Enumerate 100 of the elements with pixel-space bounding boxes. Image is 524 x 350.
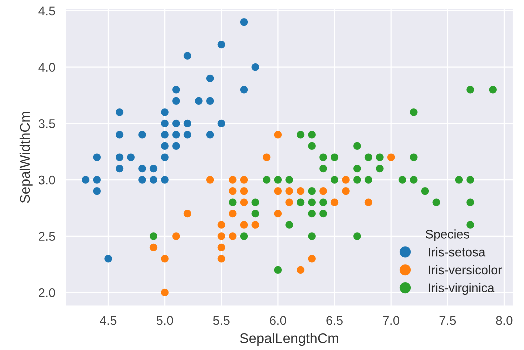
point (320, 154, 328, 162)
point (161, 288, 169, 297)
point (297, 188, 305, 196)
point (308, 255, 316, 263)
point (229, 232, 237, 240)
point (466, 86, 474, 94)
point (364, 154, 373, 162)
y-axis-title: SepalWidthCm (20, 112, 33, 204)
x-tick-label: 4.5 (100, 316, 117, 326)
point (274, 266, 282, 274)
point (229, 188, 237, 196)
point (286, 221, 294, 229)
point (410, 154, 418, 162)
point (138, 164, 146, 173)
legend-label: Iris-virginica (429, 283, 495, 295)
point (354, 164, 362, 173)
point (320, 210, 328, 218)
point (274, 131, 282, 139)
point (330, 154, 339, 162)
point (240, 176, 248, 184)
point (286, 188, 294, 196)
point (240, 18, 248, 26)
point (489, 86, 497, 94)
point (150, 232, 158, 240)
point (161, 131, 169, 139)
y-tick-label: 4.5 (38, 6, 56, 16)
x-tick-label: 5.0 (156, 316, 174, 326)
point (172, 97, 180, 105)
point (364, 176, 373, 184)
point (161, 142, 169, 150)
point (410, 176, 418, 184)
point (376, 164, 384, 173)
point (82, 176, 90, 184)
point (240, 232, 248, 240)
point (172, 232, 180, 240)
point (308, 198, 316, 206)
point (466, 176, 474, 184)
point (184, 120, 192, 128)
point (263, 154, 271, 162)
point (252, 198, 260, 206)
point (320, 198, 328, 206)
point (320, 188, 328, 196)
point (297, 266, 305, 274)
y-tick-label: 4.0 (38, 63, 56, 72)
x-tick-label: 8.0 (496, 316, 513, 326)
point (116, 108, 124, 116)
point (410, 108, 418, 116)
point (184, 52, 192, 60)
point (93, 176, 101, 184)
legend-label: Iris-setosa (429, 248, 486, 257)
point (218, 244, 226, 252)
point (161, 120, 169, 128)
point (104, 255, 112, 263)
point (286, 198, 294, 206)
point (455, 176, 464, 184)
point (286, 176, 294, 184)
point (274, 176, 282, 184)
point (320, 164, 328, 173)
point (195, 97, 203, 105)
point (252, 64, 260, 72)
point (388, 154, 396, 162)
point (161, 176, 169, 184)
x-tick-label: 7.0 (383, 316, 400, 326)
point (421, 188, 430, 196)
point (342, 188, 350, 196)
point (116, 164, 124, 173)
point (297, 198, 305, 206)
point (138, 131, 146, 139)
point (229, 176, 237, 184)
legend-label: Iris-versicolor (429, 265, 502, 275)
point (172, 86, 180, 94)
point (206, 74, 214, 82)
point (184, 210, 192, 218)
point (93, 188, 101, 196)
y-tick-label: 2.0 (39, 288, 56, 298)
point (240, 86, 248, 94)
point (172, 131, 180, 139)
point (297, 131, 305, 139)
point (172, 142, 180, 150)
point (229, 210, 237, 218)
point (364, 198, 373, 206)
point (218, 255, 226, 263)
point (229, 198, 237, 206)
point (240, 198, 248, 206)
point (116, 154, 124, 162)
point (263, 176, 271, 184)
point (252, 210, 260, 218)
point (218, 221, 226, 229)
point (206, 176, 214, 184)
point (93, 154, 101, 162)
point (161, 108, 169, 116)
x-tick-label: 7.5 (440, 316, 456, 326)
point (240, 221, 248, 229)
point (218, 232, 226, 240)
point (330, 176, 339, 184)
y-tick-label: 2.5 (39, 232, 56, 242)
point (138, 176, 146, 184)
point (308, 188, 316, 196)
point (116, 131, 124, 139)
point (308, 232, 316, 240)
